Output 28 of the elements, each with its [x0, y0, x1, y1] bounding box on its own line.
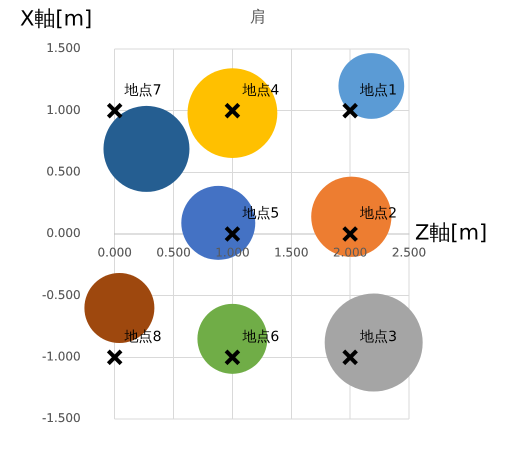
point: [106, 348, 124, 366]
x-tick-label: 2.000: [332, 245, 368, 260]
annotation: 地点1: [359, 82, 398, 98]
x-tick-label: 1.500: [274, 245, 308, 260]
point: [342, 226, 358, 242]
point: [106, 102, 124, 120]
annotation: 地点8: [124, 328, 162, 345]
y-tick-label: 0.000: [46, 226, 81, 240]
annotation: 地点7: [124, 82, 162, 98]
chart-title: 肩: [250, 7, 266, 26]
y-tick-label: -1.500: [42, 411, 81, 426]
y-tick-label: 0.500: [46, 164, 81, 178]
x-tick-label: 0.000: [98, 245, 132, 260]
point: [224, 226, 241, 242]
x-tick-label: 2.500: [392, 245, 426, 260]
x-tick-label: 0.500: [156, 245, 191, 260]
y-axis-title: X軸[m]: [20, 6, 92, 30]
y-tick-label: 1.000: [46, 102, 81, 117]
point: [224, 348, 241, 366]
point: [342, 348, 358, 366]
x-axis-title: Z軸[m]: [415, 220, 488, 244]
y-tick-label: -1.000: [42, 349, 81, 364]
point: [224, 102, 241, 120]
annotation: 地点3: [359, 328, 398, 345]
annotation: 地点4: [241, 82, 280, 98]
point: [342, 102, 358, 120]
y-tick-label: -0.500: [42, 288, 81, 302]
y-tick-label: 1.500: [46, 41, 81, 56]
